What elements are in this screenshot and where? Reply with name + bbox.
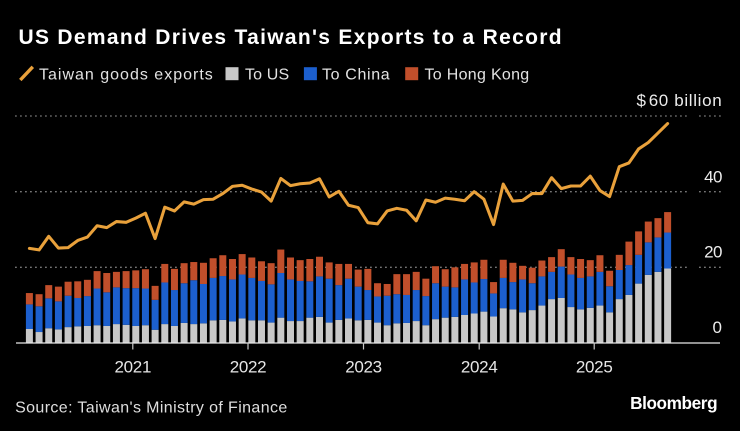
svg-text:To Hong Kong: To Hong Kong bbox=[425, 67, 530, 84]
svg-text:Taiwan goods exports: Taiwan goods exports bbox=[39, 67, 214, 84]
svg-text:20: 20 bbox=[704, 243, 722, 262]
svg-text:0: 0 bbox=[713, 318, 722, 337]
svg-text:2025: 2025 bbox=[576, 357, 613, 376]
svg-text:To US: To US bbox=[245, 67, 289, 84]
svg-text:2023: 2023 bbox=[345, 357, 382, 376]
svg-text:$ 60 billion: $ 60 billion bbox=[637, 91, 723, 110]
svg-text:2022: 2022 bbox=[230, 357, 267, 376]
svg-text:2021: 2021 bbox=[114, 357, 151, 376]
svg-text:To China: To China bbox=[322, 67, 390, 84]
svg-text:US Demand Drives Taiwan's Expo: US Demand Drives Taiwan's Exports to a R… bbox=[19, 26, 563, 49]
svg-text:2024: 2024 bbox=[461, 357, 498, 376]
svg-text:Source: Taiwan's Ministry of F: Source: Taiwan's Ministry of Finance bbox=[15, 400, 288, 417]
svg-text:Bloomberg: Bloomberg bbox=[630, 393, 717, 413]
svg-text:40: 40 bbox=[704, 168, 722, 187]
